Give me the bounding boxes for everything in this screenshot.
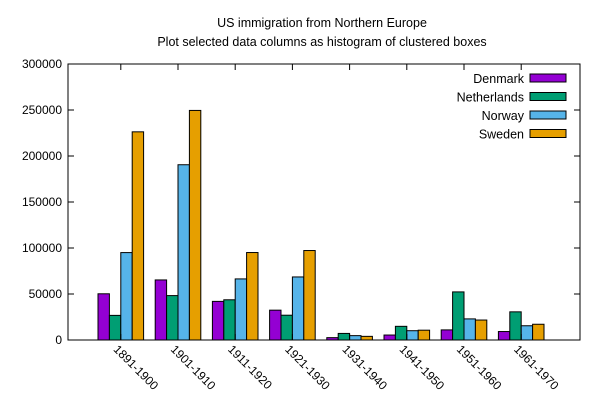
y-tick-label: 200000	[22, 149, 62, 163]
y-tick-label: 250000	[22, 103, 62, 117]
legend: Denmark Netherlands Norway Sweden	[457, 72, 567, 142]
chart-title: US immigration from Northern Europe	[217, 16, 427, 30]
bar-denmark-1911-1920	[211, 300, 225, 341]
bar-denmark-1891-1900	[97, 293, 110, 341]
y-tick-label: 50000	[29, 287, 63, 301]
legend-swatch-netherlands	[529, 92, 567, 101]
x-tick-label: 1941-1950	[397, 342, 448, 393]
y-tick-label: 0	[55, 333, 62, 347]
bar-sweden-1931-1940	[360, 335, 373, 341]
bar-netherlands-1961-1970	[509, 311, 522, 341]
bar-norway-1911-1920	[234, 278, 248, 341]
bar-norway-1951-1960	[463, 318, 476, 341]
legend-label-netherlands: Netherlands	[457, 91, 524, 105]
bar-norway-1921-1930	[291, 276, 305, 341]
chart-subtitle: Plot selected data columns as histogram …	[157, 35, 486, 49]
bar-norway-1931-1940	[349, 335, 362, 341]
bar-denmark-1901-1910	[154, 279, 168, 341]
legend-label-denmark: Denmark	[473, 72, 524, 86]
plot-area: 0 50000 100000 150000 200000 250000 300000 1891…	[22, 57, 581, 393]
x-tick-label: 1931-1940	[339, 342, 390, 393]
x-tick-label: 1921-1930	[282, 342, 333, 393]
bar-norway-1901-1910	[177, 164, 190, 341]
bar-netherlands-1931-1940	[337, 332, 351, 341]
legend-swatch-sweden	[529, 129, 567, 138]
bar-norway-1891-1900	[120, 252, 133, 341]
bar-norway-1941-1950	[406, 330, 419, 341]
x-tick-label: 1901-1910	[168, 342, 219, 393]
bar-netherlands-1891-1900	[108, 314, 122, 341]
bar-sweden-1891-1900	[131, 131, 145, 341]
x-tick-label: 1911-1920	[225, 342, 275, 392]
bar-netherlands-1901-1910	[166, 295, 179, 341]
bar-sweden-1921-1930	[303, 250, 316, 341]
bar-denmark-1931-1940	[326, 337, 339, 341]
legend-label-sweden: Sweden	[479, 128, 524, 142]
bar-sweden-1961-1970	[532, 323, 545, 341]
bar-norway-1961-1970	[520, 325, 534, 341]
y-tick-label: 150000	[22, 195, 62, 209]
x-tick-label: 1961-1970	[511, 342, 562, 393]
bar-denmark-1921-1930	[269, 309, 282, 341]
bar-denmark-1941-1950	[383, 334, 396, 341]
bar-sweden-1951-1960	[474, 319, 488, 341]
bar-sweden-1941-1950	[417, 329, 431, 341]
bar-netherlands-1951-1960	[452, 291, 465, 341]
bar-sweden-1911-1920	[246, 252, 259, 341]
bar-netherlands-1941-1950	[394, 325, 408, 341]
legend-swatch-denmark	[529, 73, 567, 83]
legend-label-norway: Norway	[482, 109, 525, 123]
bar-denmark-1961-1970	[497, 331, 511, 341]
x-tick-label: 1891-1900	[111, 342, 162, 393]
legend-swatch-norway	[529, 110, 567, 120]
bar-sweden-1901-1910	[188, 109, 202, 341]
bar-netherlands-1921-1930	[280, 314, 293, 341]
x-tick-label: 1951-1960	[454, 342, 505, 393]
bar-netherlands-1911-1920	[223, 299, 236, 341]
y-tick-label: 100000	[22, 241, 62, 255]
bar-denmark-1951-1960	[440, 329, 454, 341]
y-tick-label: 300000	[22, 57, 62, 71]
plot-border	[67, 63, 581, 341]
